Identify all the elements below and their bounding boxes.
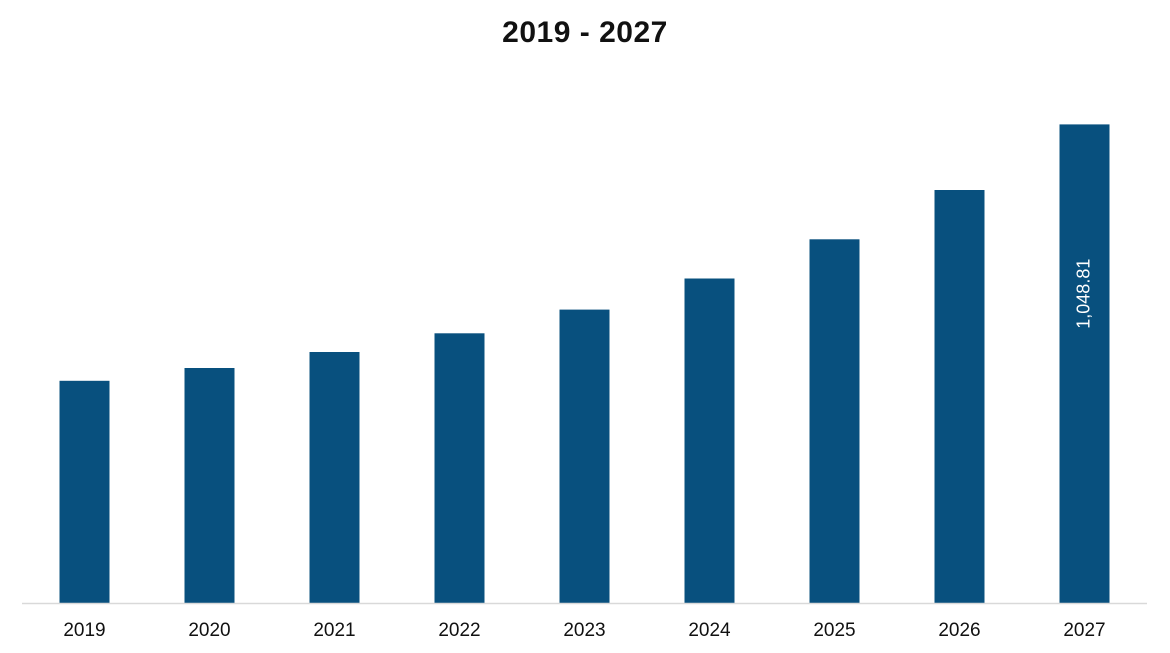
bars-group — [59, 124, 1110, 604]
x-tick-label: 2020 — [188, 620, 230, 641]
bar-2019 — [59, 380, 110, 603]
bar-2026 — [934, 190, 985, 603]
data-label-2027: 1,048.81 — [1073, 259, 1093, 329]
x-tick-label: 2021 — [313, 620, 355, 641]
x-tick-label: 2027 — [1063, 620, 1105, 641]
bar-2027 — [1059, 124, 1110, 604]
x-tick-labels: 2019 2020 2021 2022 2023 2024 2025 2026 2027 — [63, 620, 1105, 641]
x-tick-label: 2022 — [438, 620, 480, 641]
bar-2021 — [309, 352, 360, 603]
x-tick-label: 2026 — [938, 620, 980, 641]
data-labels: 1,048.81 — [1073, 259, 1093, 329]
chart-title: 2019 - 2027 — [502, 16, 668, 49]
bar-2023 — [559, 309, 610, 603]
x-tick-label: 2025 — [813, 620, 855, 641]
bar-2024 — [684, 278, 735, 603]
bar-2020 — [184, 368, 235, 603]
x-tick-label: 2024 — [688, 620, 731, 641]
bar-2025 — [809, 239, 860, 604]
x-tick-label: 2019 — [63, 620, 105, 641]
x-tick-label: 2023 — [563, 620, 605, 641]
bar-2022 — [434, 333, 485, 603]
